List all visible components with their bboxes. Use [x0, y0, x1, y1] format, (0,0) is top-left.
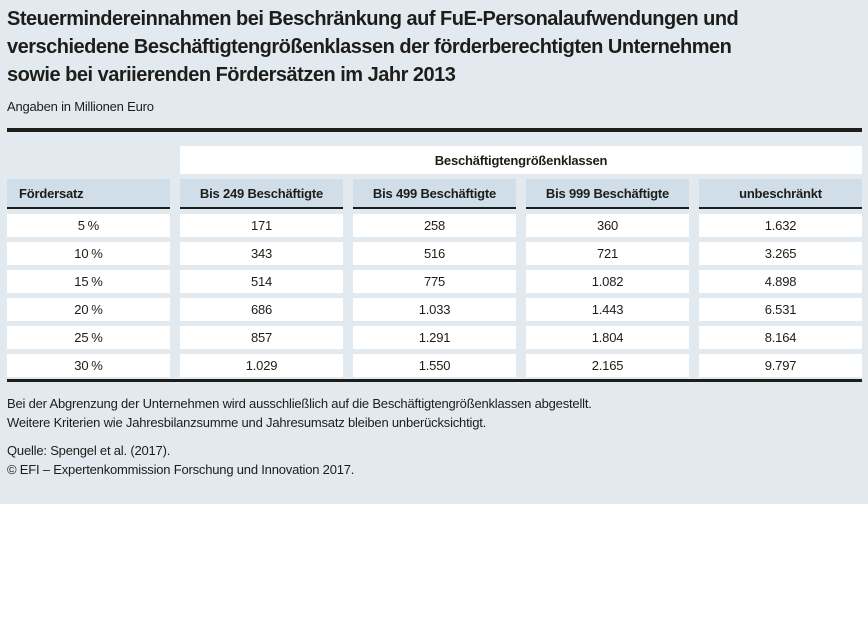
figure-panel: Steuermindereinnahmen bei Beschränkung a… [0, 0, 868, 504]
table-corner-spacer [7, 146, 170, 174]
column-header-foerdersatz: Fördersatz [7, 179, 170, 209]
rate-cell: 20 % [7, 298, 170, 321]
table-cell: 857 [180, 326, 343, 349]
bottom-rule [7, 379, 862, 382]
table-cell: 514 [180, 270, 343, 293]
column-header-unbeschraenkt: unbeschränkt [699, 179, 862, 209]
column-header-bis-249: Bis 249 Beschäftigte [180, 179, 343, 209]
table-cell: 1.291 [353, 326, 516, 349]
top-rule [7, 128, 862, 132]
rate-cell: 25 % [7, 326, 170, 349]
table-cell: 516 [353, 242, 516, 265]
table-cell: 721 [526, 242, 689, 265]
rate-cell: 10 % [7, 242, 170, 265]
column-header-bis-999: Bis 999 Beschäftigte [526, 179, 689, 209]
table-cell: 171 [180, 214, 343, 237]
table-cell: 686 [180, 298, 343, 321]
table-cell: 1.804 [526, 326, 689, 349]
table-cell: 9.797 [699, 354, 862, 377]
table-cell: 360 [526, 214, 689, 237]
column-group-header: Beschäftigtengrößenklassen [180, 146, 862, 174]
column-header-bis-499: Bis 499 Beschäftigte [353, 179, 516, 209]
data-table: Beschäftigtengrößenklassen Fördersatz Bi… [7, 146, 862, 377]
footnote-line-1: Bei der Abgrenzung der Unternehmen wird … [7, 396, 592, 411]
copyright-line: © EFI – Expertenkommission Forschung und… [7, 462, 355, 477]
rate-cell: 30 % [7, 354, 170, 377]
units-note: Angaben in Millionen Euro [7, 99, 154, 114]
table-cell: 4.898 [699, 270, 862, 293]
rate-cell: 5 % [7, 214, 170, 237]
table-cell: 258 [353, 214, 516, 237]
table-cell: 8.164 [699, 326, 862, 349]
rate-cell: 15 % [7, 270, 170, 293]
table-cell: 1.443 [526, 298, 689, 321]
table-cell: 1.632 [699, 214, 862, 237]
table-cell: 343 [180, 242, 343, 265]
source-line: Quelle: Spengel et al. (2017). [7, 443, 171, 458]
table-cell: 1.033 [353, 298, 516, 321]
figure-footer: Bei der Abgrenzung der Unternehmen wird … [7, 394, 862, 479]
figure-title: Steuermindereinnahmen bei Beschränkung a… [7, 8, 739, 86]
table-cell: 2.165 [526, 354, 689, 377]
table-cell: 775 [353, 270, 516, 293]
table-cell: 3.265 [699, 242, 862, 265]
footnote-line-2: Weitere Kriterien wie Jahresbilanzsumme … [7, 415, 487, 430]
table-cell: 1.029 [180, 354, 343, 377]
table-cell: 1.082 [526, 270, 689, 293]
table-cell: 1.550 [353, 354, 516, 377]
table-cell: 6.531 [699, 298, 862, 321]
